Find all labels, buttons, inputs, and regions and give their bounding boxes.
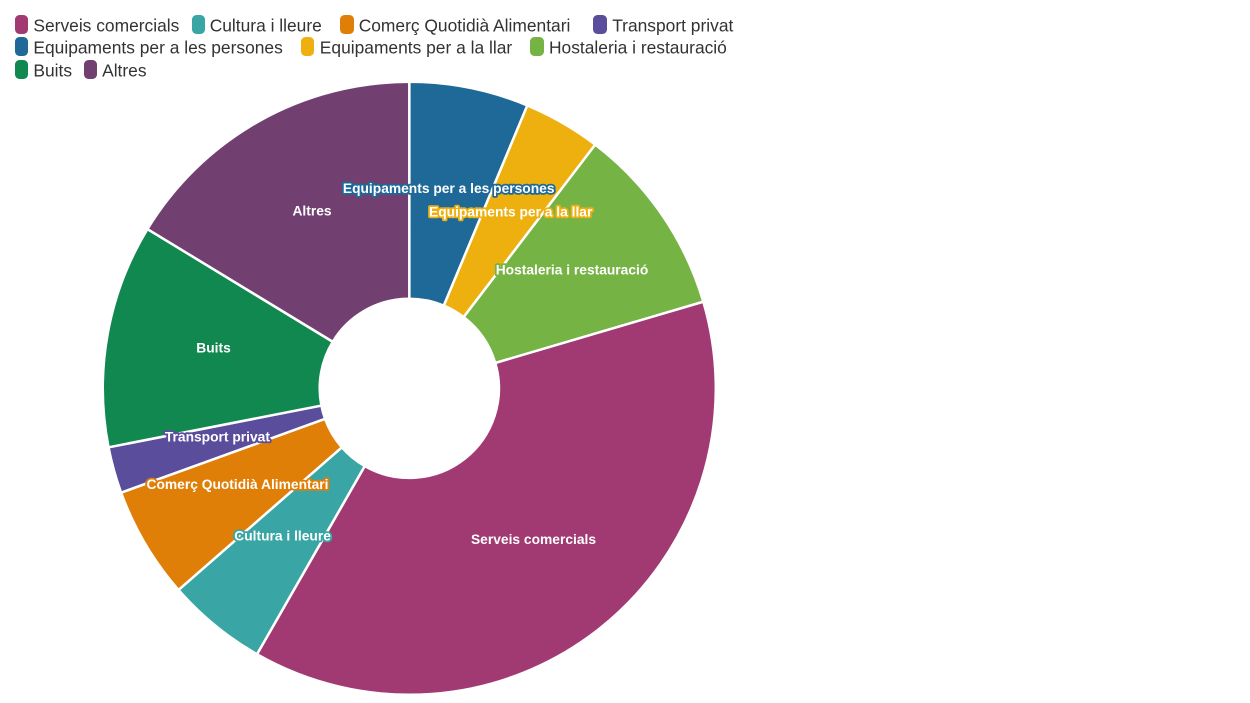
- svg-text:Hostaleria i restauració: Hostaleria i restauració: [496, 263, 649, 278]
- svg-text:Altres: Altres: [292, 204, 331, 219]
- svg-text:Equipaments per a la llar: Equipaments per a la llar: [429, 204, 593, 219]
- svg-text:Buits: Buits: [196, 341, 231, 356]
- svg-text:Transport privat: Transport privat: [165, 429, 270, 444]
- svg-text:Cultura i lleure: Cultura i lleure: [234, 529, 331, 544]
- svg-text:Serveis comercials: Serveis comercials: [471, 532, 596, 547]
- svg-text:Equipaments per a les persones: Equipaments per a les persones: [343, 181, 555, 196]
- svg-text:Comerç Quotidià Alimentari: Comerç Quotidià Alimentari: [147, 477, 329, 492]
